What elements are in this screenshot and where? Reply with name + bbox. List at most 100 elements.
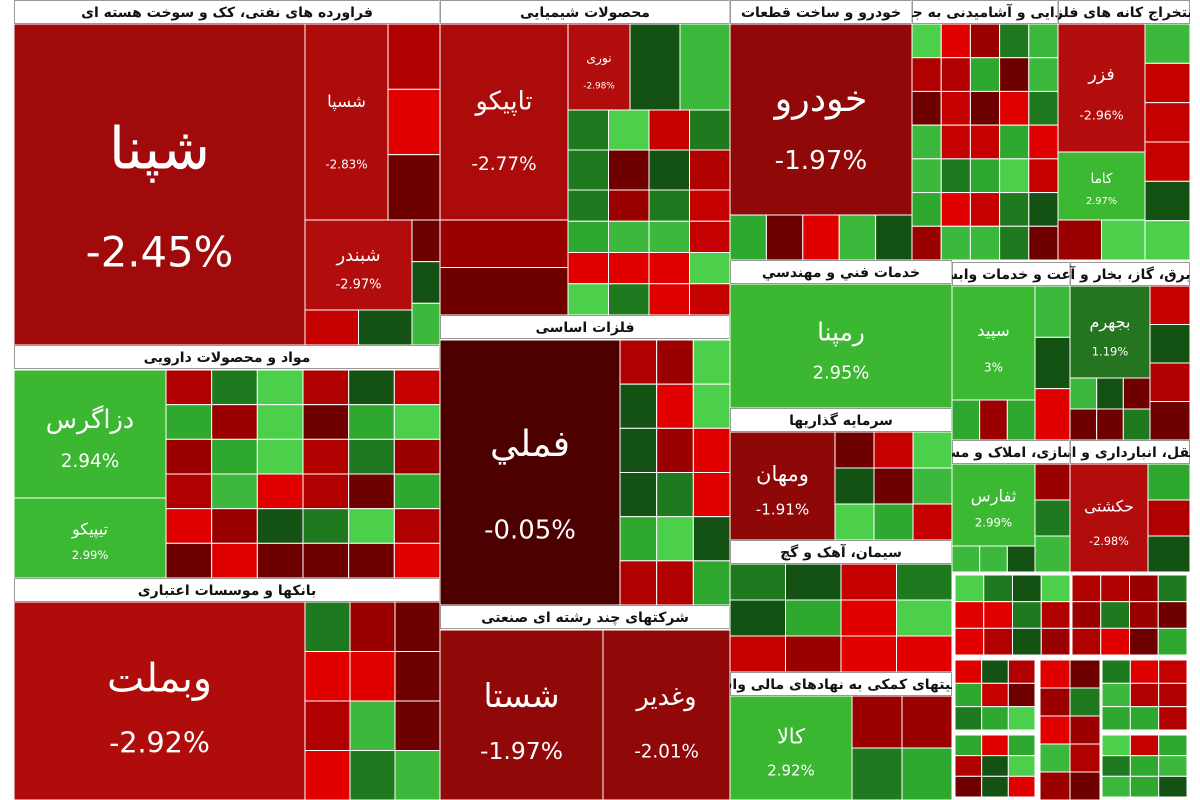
filler-tile — [608, 149, 650, 191]
filler-tile — [954, 734, 983, 757]
filler-tile — [1069, 659, 1101, 689]
stock-change: -2.77% — [471, 154, 536, 175]
filler-tile — [834, 431, 875, 469]
filler-tile — [656, 427, 694, 474]
filler-tile — [912, 503, 953, 541]
filler-tile — [256, 473, 304, 510]
filler-tile — [729, 599, 786, 637]
filler-tile — [648, 220, 690, 253]
filler-tile — [911, 90, 942, 126]
sector-title: سیمان، آهک و گچ — [780, 543, 902, 561]
stock-change: 2.99% — [975, 516, 1012, 530]
sector-title: محصولات غذایی و آشامیدنی به جز قند و شکر — [826, 3, 1143, 21]
filler-tile — [256, 542, 304, 579]
filler-tile — [656, 472, 694, 518]
filler-tile — [689, 283, 731, 316]
filler-tile — [969, 23, 1001, 59]
filler-tile — [1122, 408, 1151, 441]
filler-tile — [1129, 574, 1159, 603]
filler-tile — [969, 192, 1001, 227]
filler-tile — [304, 601, 351, 652]
filler-tile — [1158, 706, 1188, 731]
filler-tile — [940, 124, 971, 160]
filler-tile — [1028, 124, 1059, 160]
filler-tile — [348, 404, 395, 440]
filler-tile — [954, 659, 983, 684]
filler-tile — [1158, 734, 1188, 757]
filler-tile — [387, 154, 441, 221]
filler-tile — [954, 682, 983, 708]
stock-tile — [729, 283, 953, 409]
sector-title-bar — [1058, 0, 1190, 24]
filler-tile — [656, 560, 694, 606]
filler-tile — [629, 23, 681, 111]
filler-tile — [349, 750, 396, 800]
filler-tile — [951, 399, 981, 441]
filler-tile — [648, 252, 690, 285]
filler-tile — [911, 57, 942, 92]
filler-tile — [439, 267, 569, 316]
filler-tile — [1028, 90, 1059, 126]
filler-tile — [648, 283, 690, 316]
stock-change: -1.97% — [775, 146, 868, 176]
stock-change: 3% — [984, 361, 1003, 375]
filler-tile — [256, 369, 304, 406]
filler-tile — [656, 516, 694, 562]
stock-name: تاپیکو — [473, 86, 532, 116]
filler-tile — [348, 369, 395, 406]
sector-title: فلزات اساسی — [535, 320, 634, 336]
stock-name: کاما — [1090, 171, 1113, 187]
filler-tile — [1147, 535, 1191, 573]
filler-tile — [1028, 23, 1059, 59]
stock-name: دزاگرس — [46, 405, 134, 435]
filler-tile — [1157, 627, 1188, 656]
filler-tile — [1149, 362, 1191, 402]
stock-name: فملي — [490, 424, 570, 465]
sector-title: بانکها و موسسات اعتباری — [138, 583, 316, 599]
filler-tile — [954, 601, 985, 629]
filler-tile — [983, 601, 1013, 629]
filler-tile — [999, 158, 1030, 194]
filler-tile — [689, 109, 731, 151]
filler-tile — [838, 214, 877, 261]
filler-tile — [1028, 192, 1059, 227]
filler-tile — [394, 750, 441, 800]
filler-tile — [348, 542, 395, 579]
filler-tile — [1129, 734, 1160, 757]
filler-tile — [969, 225, 1001, 261]
stock-name: حکشتی — [1084, 498, 1134, 516]
filler-tile — [1100, 601, 1130, 629]
filler-tile — [999, 23, 1030, 59]
filler-tile — [439, 219, 569, 268]
filler-tile — [1101, 734, 1131, 757]
filler-tile — [1157, 601, 1188, 629]
filler-tile — [969, 124, 1001, 160]
filler-tile — [1039, 659, 1071, 689]
stock-name: تیپیکو — [71, 520, 108, 540]
filler-tile — [981, 682, 1009, 708]
stock-change: -2.97% — [336, 277, 382, 292]
stock-change: 2.99% — [72, 548, 109, 562]
filler-tile — [394, 601, 441, 652]
filler-tile — [851, 695, 903, 749]
stock-name: شپنا — [109, 115, 210, 184]
filler-tile — [1144, 102, 1191, 143]
filler-tile — [981, 734, 1009, 757]
filler-tile — [619, 339, 658, 385]
filler-tile — [940, 192, 971, 227]
stock-change: 2.95% — [813, 362, 870, 383]
stock-tile — [1069, 463, 1149, 573]
filler-tile — [981, 775, 1009, 798]
filler-tile — [1096, 377, 1124, 410]
stock-name: خودرو — [773, 77, 868, 120]
filler-tile — [911, 124, 942, 160]
sector-title: انبوه سازی، املاک و مستغلات — [908, 445, 1114, 461]
sector-title: عرضه برق، گاز، بخار و آب گرم — [1024, 265, 1200, 283]
filler-tile — [411, 302, 441, 346]
stock-name: فزر — [1087, 65, 1114, 85]
filler-tile — [834, 467, 875, 505]
filler-tile — [1007, 755, 1036, 777]
filler-tile — [211, 542, 258, 579]
filler-tile — [1012, 574, 1042, 603]
